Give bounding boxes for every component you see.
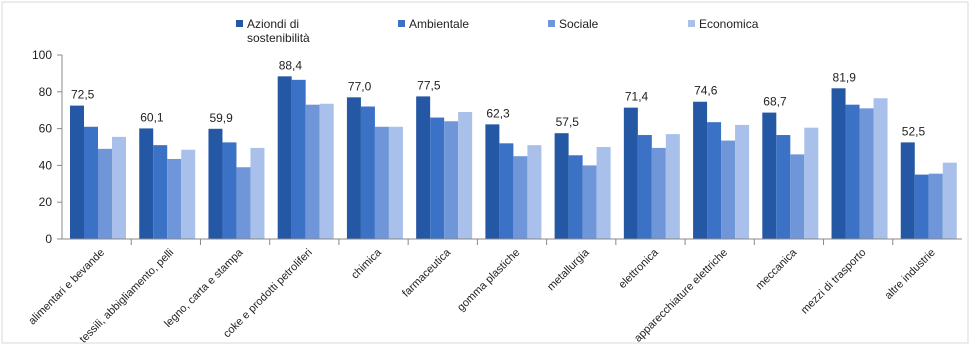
- y-tick-label: 0: [45, 232, 52, 246]
- bar-3-apparecchiature-elettriche: [721, 140, 736, 239]
- x-tick-label: metallurgia: [545, 246, 592, 293]
- bar-4-coke-e-prodotti-petroliferi: [319, 103, 334, 239]
- data-label: 88,4: [279, 58, 303, 72]
- data-label: 52,5: [902, 124, 926, 138]
- bar-4-gomma-plastiche: [527, 145, 542, 239]
- data-label: 81,9: [833, 70, 857, 84]
- bar-3-farmaceutica: [444, 121, 459, 239]
- x-tick-label: gomma plastiche: [455, 247, 522, 314]
- legend-label: Sociale: [559, 17, 599, 31]
- bar-3-coke-e-prodotti-petroliferi: [305, 104, 320, 240]
- bar-2-legno-carta-e-stampa: [222, 142, 237, 239]
- bar-4-legno-carta-e-stampa: [250, 147, 265, 239]
- bar-4-apparecchiature-elettriche: [735, 124, 750, 239]
- y-tick-label: 60: [39, 122, 53, 136]
- bar-2-gomma-plastiche: [499, 143, 514, 239]
- data-label: 77,0: [348, 79, 372, 93]
- bar-4-metallurgia: [596, 147, 611, 239]
- x-tick-label: alimentari e bevande: [26, 247, 107, 328]
- bar-2-farmaceutica: [430, 117, 445, 239]
- bar-2-altre-industrie: [914, 174, 929, 239]
- bar-3-mezzi-di-trasporto: [859, 108, 874, 239]
- data-label: 59,9: [209, 111, 233, 125]
- bar-2-metallurgia: [568, 155, 583, 239]
- bar-3-legno-carta-e-stampa: [236, 167, 251, 239]
- data-label: 57,5: [556, 115, 580, 129]
- legend-label: sostenibilità: [247, 31, 310, 45]
- bar-1-coke-e-prodotti-petroliferi: [277, 76, 292, 240]
- bar-1-altre-industrie: [900, 142, 915, 239]
- bar-4-altre-industrie: [942, 162, 957, 239]
- bar-2-mezzi-di-trasporto: [845, 104, 860, 240]
- bar-3-alimentari-e-bevande: [98, 148, 112, 239]
- bar-1-apparecchiature-elettriche: [693, 101, 708, 240]
- bar-3-meccanica: [790, 154, 805, 239]
- bar-2-coke-e-prodotti-petroliferi: [291, 79, 306, 239]
- bar-3-metallurgia: [582, 165, 597, 239]
- legend-swatch: [548, 20, 555, 27]
- bar-2-tessili-abbigliamento-pelli: [153, 145, 168, 239]
- bar-1-tessili-abbigliamento-pelli: [139, 128, 154, 239]
- legend-swatch: [236, 20, 243, 27]
- legend-label: Economica: [699, 17, 759, 31]
- bar-2-chimica: [360, 106, 375, 240]
- x-tick-label: altre industrie: [883, 247, 938, 302]
- y-tick-label: 100: [32, 48, 52, 62]
- bar-3-chimica: [374, 126, 389, 239]
- bar-2-alimentari-e-bevande: [84, 126, 98, 239]
- legend-swatch: [398, 20, 405, 27]
- data-label: 77,5: [417, 78, 441, 92]
- bar-4-mezzi-di-trasporto: [873, 98, 888, 240]
- bar-4-meccanica: [804, 127, 819, 239]
- bar-1-gomma-plastiche: [485, 124, 500, 239]
- bar-4-alimentari-e-bevande: [112, 136, 126, 239]
- x-tick-label: mezzi di trasporto: [799, 247, 869, 317]
- legend-swatch: [688, 20, 695, 27]
- data-label: 72,5: [71, 88, 95, 102]
- x-tick-label: chimica: [349, 246, 384, 281]
- bar-1-legno-carta-e-stampa: [208, 128, 223, 239]
- bar-4-farmaceutica: [458, 112, 473, 239]
- x-tick-label: farmaceutica: [400, 246, 454, 300]
- bar-1-chimica: [346, 97, 361, 239]
- bar-3-altre-industrie: [928, 173, 943, 239]
- legend-label: Aziondi di: [247, 17, 299, 31]
- data-label: 74,6: [694, 84, 718, 98]
- bar-1-elettronica: [623, 107, 638, 240]
- bar-4-chimica: [388, 126, 403, 239]
- x-tick-label: legno, carta e stampa: [162, 246, 246, 330]
- legend-label: Ambientale: [409, 17, 469, 31]
- bar-1-metallurgia: [554, 133, 569, 239]
- data-label: 71,4: [625, 90, 649, 104]
- bar-1-meccanica: [762, 112, 777, 239]
- bars: 72,5 60,1 59,9 88,4 77,0 77,5 62,3 57,5 71,4 74,6…: [70, 58, 957, 240]
- y-tick-label: 40: [39, 158, 53, 172]
- y-tick-label: 20: [39, 195, 53, 209]
- data-label: 60,1: [140, 110, 164, 124]
- bar-2-apparecchiature-elettriche: [707, 122, 722, 239]
- y-tick-label: 80: [39, 85, 53, 99]
- x-tick-label: elettronica: [617, 246, 662, 291]
- data-label: 68,7: [763, 95, 787, 109]
- bar-2-meccanica: [776, 135, 791, 239]
- bar-4-elettronica: [665, 134, 680, 239]
- bar-1-alimentari-e-bevande: [70, 105, 84, 239]
- bar-3-gomma-plastiche: [513, 156, 528, 239]
- bar-3-elettronica: [651, 147, 666, 239]
- bar-4-tessili-abbigliamento-pelli: [181, 149, 196, 239]
- bar-2-elettronica: [637, 135, 652, 239]
- bar-1-farmaceutica: [416, 96, 431, 240]
- data-label: 62,3: [486, 106, 510, 120]
- bar-1-mezzi-di-trasporto: [831, 88, 846, 239]
- bar-3-tessili-abbigliamento-pelli: [167, 158, 182, 239]
- x-tick-label: meccanica: [754, 246, 800, 292]
